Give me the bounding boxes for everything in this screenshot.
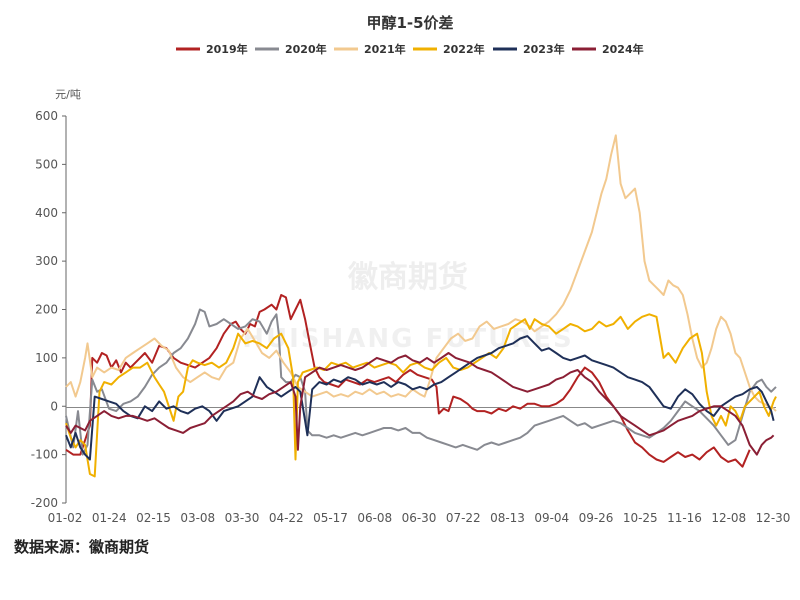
- x-tick-label: 06-30: [402, 511, 437, 525]
- y-tick-label: 400: [35, 206, 58, 220]
- chart-title: 甲醇1-5价差: [366, 14, 453, 32]
- y-axis-unit-label: 元/吨: [55, 88, 81, 101]
- watermark: 徽商期货 HUISHANG FUTURES: [242, 260, 574, 354]
- y-tick-label: 500: [35, 157, 58, 171]
- y-tick-label: 300: [35, 254, 58, 268]
- x-axis-ticks: 01-02 01-24 02-15 03-08 03-30 04-22 05-17 06-08…: [48, 511, 791, 525]
- data-source-note: 数据来源：徽商期货: [14, 538, 149, 556]
- y-tick-label: -200: [31, 496, 58, 510]
- x-tick-label: 01-02: [48, 511, 83, 525]
- y-tick-label: 600: [35, 109, 58, 123]
- y-tick-label: 200: [35, 303, 58, 317]
- legend: 2019年 2020年 2021年 2022年 2023年 2024年: [176, 42, 644, 56]
- y-tick-label: 0: [50, 399, 58, 413]
- x-tick-label: 05-17: [313, 511, 348, 525]
- legend-label: 2019年: [206, 42, 248, 56]
- x-tick-label: 03-08: [180, 511, 215, 525]
- legend-label: 2023年: [523, 42, 565, 56]
- legend-label: 2022年: [443, 42, 485, 56]
- x-tick-label: 03-30: [225, 511, 260, 525]
- x-tick-label: 09-26: [579, 511, 614, 525]
- x-tick-label: 11-16: [667, 511, 702, 525]
- x-tick-label: 06-08: [357, 511, 392, 525]
- y-axis-ticks: -200 -100 0 100 200 300 400 500 600: [31, 109, 66, 510]
- watermark-text-cn: 徽商期货: [347, 260, 468, 295]
- series-line-2023年: [65, 335, 775, 461]
- series-line-2019年: [65, 294, 751, 468]
- x-tick-label: 02-15: [136, 511, 171, 525]
- legend-label: 2021年: [364, 42, 406, 56]
- series-lines: [65, 134, 777, 478]
- x-tick-label: 12-08: [711, 511, 746, 525]
- x-tick-label: 08-13: [490, 511, 525, 525]
- x-tick-label: 12-30: [756, 511, 791, 525]
- legend-label: 2020年: [285, 42, 327, 56]
- legend-label: 2024年: [602, 42, 644, 56]
- x-tick-label: 01-24: [92, 511, 127, 525]
- y-tick-label: 100: [35, 351, 58, 365]
- watermark-text-en: HUISHANG FUTURES: [242, 324, 574, 354]
- series-line-2024年: [65, 352, 775, 456]
- y-tick-label: -100: [31, 448, 58, 462]
- x-tick-label: 07-22: [446, 511, 481, 525]
- x-tick-label: 04-22: [269, 511, 304, 525]
- x-tick-label: 09-04: [534, 511, 569, 525]
- x-tick-label: 10-25: [623, 511, 658, 525]
